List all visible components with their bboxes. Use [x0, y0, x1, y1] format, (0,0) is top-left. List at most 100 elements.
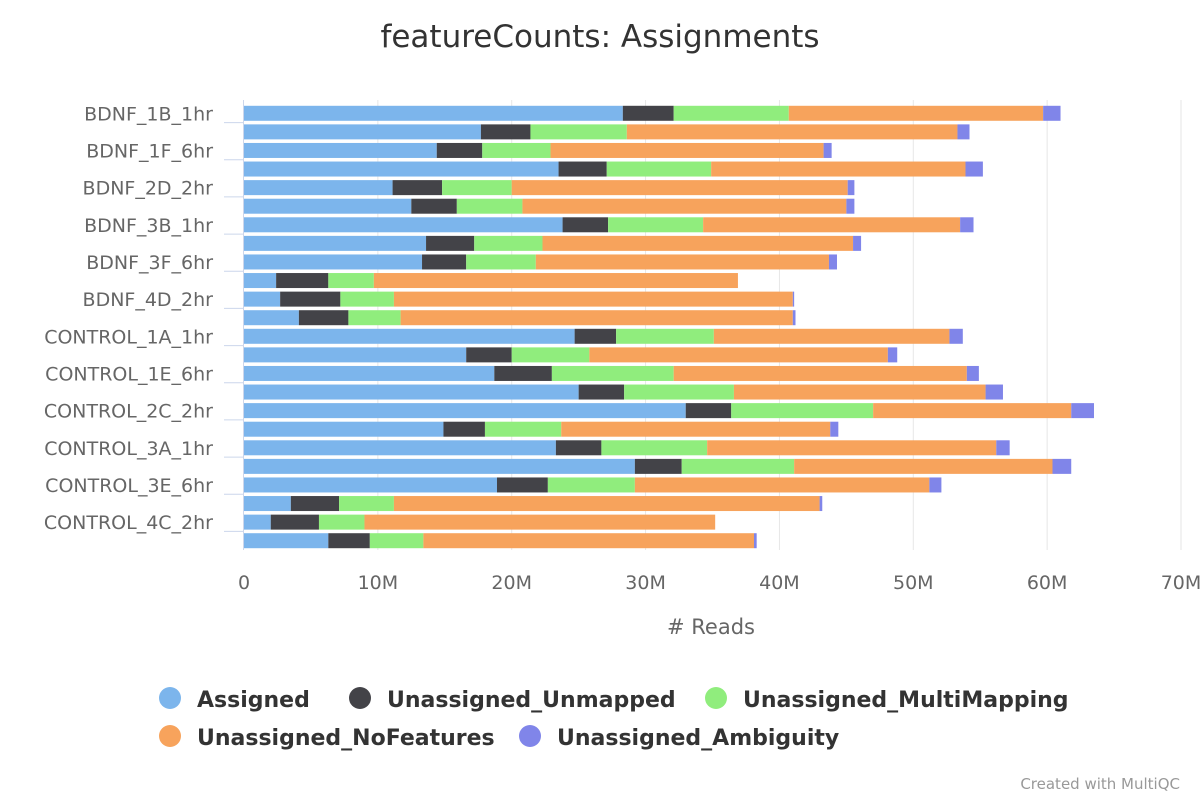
bar-segment: Unassigned_MultiMapping: 8400000	[681, 458, 795, 474]
bar-segment: Unassigned_MultiMapping: 7800000	[606, 161, 712, 177]
bar-segment: Unassigned_NoFeatures: 18800000	[733, 384, 986, 400]
legend-item[interactable]: Unassigned_Unmapped	[349, 687, 676, 713]
bar-segment: Unassigned_Ambiguity: 1400000	[1052, 458, 1072, 474]
legend-item[interactable]: Assigned	[159, 687, 310, 713]
bar-segment: Unassigned_Unmapped: 3600000	[426, 235, 475, 251]
bar-segment: BDNF_3B_1hr Assigned: 23800000	[244, 217, 563, 233]
y-axis: BDNF_1B_1hr BDNF_1F_6hr BDNF_2D_2hr BDNF_3B…	[44, 100, 244, 550]
bar-segment: BDNF_1B_1hr Unassigned_NoFeatures: 19000…	[788, 105, 1044, 121]
bar-segment: BDNF_3B_1hr Unassigned_Ambiguity: 100000…	[960, 217, 974, 233]
bar-segment: Unassigned_Unmapped: 3400000	[411, 198, 457, 214]
bar-segment: CONTROL_2C_2hr Unassigned_Ambiguity: 170…	[1071, 403, 1094, 419]
bar-segment: BDNF_1F_6hr Unassigned_Ambiguity: 600000	[823, 142, 832, 158]
bar-segment: Assigned: 16600000	[244, 347, 467, 363]
legend-item[interactable]: Unassigned_NoFeatures	[159, 725, 495, 751]
y-tick-label: CONTROL_1E_6hr	[45, 363, 213, 385]
bar-segment: Unassigned_MultiMapping: 5800000	[511, 347, 590, 363]
bar-segment: BDNF_3F_6hr Unassigned_Ambiguity: 600000	[828, 254, 837, 270]
bar-segment: Unassigned_NoFeatures: 24200000	[522, 198, 847, 214]
bar-segment: Unassigned_Unmapped: 3600000	[290, 496, 340, 512]
bar-segment: BDNF_2D_2hr Unassigned_Ambiguity: 500000	[847, 180, 855, 196]
bar-segment: CONTROL_2C_2hr Unassigned_Unmapped: 3400…	[685, 403, 732, 419]
bar-segment: Unassigned_MultiMapping: 3400000	[328, 273, 374, 289]
bar-segment: BDNF_3B_1hr Unassigned_NoFeatures: 19200…	[703, 217, 961, 233]
bar-segment: CONTROL_3A_1hr Unassigned_MultiMapping: …	[601, 440, 708, 456]
bar-segment: Assigned: 17700000	[244, 124, 481, 140]
x-tick-label: 60M	[1027, 572, 1068, 594]
bar-segment: CONTROL_3A_1hr Assigned: 23300000	[244, 440, 556, 456]
bar-segment: Unassigned_NoFeatures: 29300000	[400, 310, 793, 326]
legend-item[interactable]: Unassigned_Ambiguity	[519, 725, 839, 751]
bar-segment: Unassigned_Unmapped: 3700000	[298, 310, 349, 326]
bar-segment: Unassigned_MultiMapping: 4000000	[369, 533, 424, 549]
bar-segment: Assigned: 6300000	[244, 533, 329, 549]
bar-segment: Unassigned_MultiMapping: 4100000	[339, 496, 394, 512]
bars: BDNF_1B_1hr Assigned: 28300000BDNF_1B_1h…	[244, 105, 1094, 549]
y-tick-label: CONTROL_3A_1hr	[44, 438, 213, 460]
bar-segment: BDNF_4D_2hr Unassigned_Unmapped: 4500000	[280, 291, 341, 307]
bar-segment: Unassigned_Ambiguity: 600000	[830, 421, 839, 437]
bar-segment: Unassigned_Unmapped: 3600000	[558, 161, 607, 177]
bar-segment: Assigned: 12500000	[244, 198, 412, 214]
bar-segment: BDNF_4D_2hr Unassigned_MultiMapping: 400…	[340, 291, 394, 307]
bar-segment: Unassigned_Unmapped: 3500000	[634, 458, 682, 474]
bar-segment: BDNF_1F_6hr Assigned: 14400000	[244, 142, 437, 158]
legend-item[interactable]: Unassigned_MultiMapping	[705, 687, 1069, 713]
y-tick-label: BDNF_1B_1hr	[84, 103, 213, 125]
legend-label: Assigned	[197, 688, 310, 713]
bar-segment: CONTROL_1E_6hr Unassigned_MultiMapping: …	[551, 365, 674, 381]
bar-segment: Unassigned_Unmapped: 3900000	[276, 273, 329, 289]
bar-segment: Unassigned_Ambiguity: 600000	[853, 235, 862, 251]
y-tick-label: BDNF_3B_1hr	[84, 215, 213, 237]
legend-label: Unassigned_Unmapped	[387, 688, 676, 713]
bar-segment: Unassigned_MultiMapping: 4900000	[456, 198, 523, 214]
bar-segment: Assigned: 13600000	[244, 235, 427, 251]
bar-segment: Unassigned_Ambiguity: 600000	[846, 198, 855, 214]
chart-title: featureCounts: Assignments	[380, 19, 819, 55]
bar-segment: CONTROL_3E_6hr Assigned: 18900000	[244, 477, 497, 493]
bar-segment: BDNF_3B_1hr Unassigned_Unmapped: 3400000	[562, 217, 609, 233]
bar-segment: Assigned: 14900000	[244, 421, 444, 437]
credit-text[interactable]: Created with MultiQC	[1020, 775, 1180, 793]
bar-segment: BDNF_3F_6hr Unassigned_Unmapped: 3300000	[422, 254, 467, 270]
legend: Assigned Unassigned_Unmapped Unassigned_Mu…	[159, 687, 1069, 751]
y-tick-label: BDNF_2D_2hr	[83, 178, 214, 200]
bar-segment: Unassigned_NoFeatures: 20100000	[561, 421, 831, 437]
bar-segment: Unassigned_Ambiguity: 200000	[819, 496, 823, 512]
bar-segment: Unassigned_Ambiguity: 200000	[753, 533, 757, 549]
bar-segment: Unassigned_MultiMapping: 3900000	[348, 310, 401, 326]
bar-segment: Unassigned_NoFeatures: 22300000	[589, 347, 888, 363]
bar-segment: BDNF_2D_2hr Assigned: 11100000	[244, 180, 393, 196]
bar-segment: BDNF_4D_2hr Unassigned_Ambiguity: 100000	[792, 291, 795, 307]
x-tick-label: 50M	[893, 572, 934, 594]
bar-segment: CONTROL_1E_6hr Assigned: 18700000	[244, 365, 495, 381]
bar-segment: Unassigned_Unmapped: 3400000	[466, 347, 512, 363]
bar-segment: CONTROL_1A_1hr Unassigned_Ambiguity: 100…	[949, 328, 963, 344]
bar-segment: CONTROL_3E_6hr Unassigned_Ambiguity: 900…	[929, 477, 942, 493]
bar-segment: BDNF_1B_1hr Unassigned_Ambiguity: 130000…	[1043, 105, 1061, 121]
bar-segment: Unassigned_NoFeatures: 24700000	[423, 533, 754, 549]
bar-segment: Assigned: 4100000	[244, 310, 299, 326]
x-tick-label: 20M	[491, 572, 532, 594]
bar-segment: CONTROL_1E_6hr Unassigned_NoFeatures: 21…	[673, 365, 967, 381]
legend-marker	[519, 725, 541, 747]
bar-segment: Assigned: 25000000	[244, 384, 579, 400]
bar-segment: Assigned: 2400000	[244, 273, 277, 289]
bar-segment: Unassigned_NoFeatures: 31800000	[393, 496, 820, 512]
bar-segment: BDNF_1B_1hr Unassigned_MultiMapping: 860…	[673, 105, 789, 121]
y-tick-label: CONTROL_4C_2hr	[44, 512, 213, 534]
bar-segment: Assigned: 3500000	[244, 496, 291, 512]
bar-segment: CONTROL_1A_1hr Unassigned_MultiMapping: …	[616, 328, 714, 344]
bar-segment: BDNF_1B_1hr Unassigned_Unmapped: 3800000	[622, 105, 674, 121]
bar-segment: BDNF_3F_6hr Assigned: 13300000	[244, 254, 423, 270]
bar-segment: Unassigned_Unmapped: 3400000	[578, 384, 625, 400]
bar-segment: Assigned: 29200000	[244, 458, 635, 474]
bar-segment: CONTROL_2C_2hr Unassigned_NoFeatures: 14…	[873, 403, 1072, 419]
bar-segment: CONTROL_3E_6hr Unassigned_MultiMapping: …	[547, 477, 635, 493]
bar-segment: CONTROL_3A_1hr Unassigned_NoFeatures: 21…	[707, 440, 997, 456]
bar-segment: CONTROL_1A_1hr Assigned: 24700000	[244, 328, 575, 344]
bar-segment: Assigned: 23500000	[244, 161, 559, 177]
bar-segment: Unassigned_Ambiguity: 1300000	[965, 161, 983, 177]
